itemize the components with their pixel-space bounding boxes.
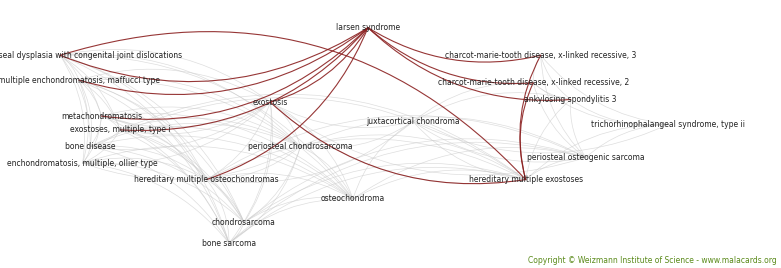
Text: spondyloepiphyseal dysplasia with congenital joint dislocations: spondyloepiphyseal dysplasia with congen… — [0, 51, 182, 60]
Text: Copyright © Weizmann Institute of Science - www.malacards.org: Copyright © Weizmann Institute of Scienc… — [528, 256, 777, 265]
Text: multiple enchondromatosis, maffucci type: multiple enchondromatosis, maffucci type — [0, 76, 160, 85]
Text: trichorhinophalangeal syndrome, type ii: trichorhinophalangeal syndrome, type ii — [591, 120, 745, 129]
Text: ankylosing spondylitis 3: ankylosing spondylitis 3 — [525, 95, 617, 104]
Text: exostoses, multiple, type i: exostoses, multiple, type i — [70, 125, 170, 134]
Text: juxtacortical chondroma: juxtacortical chondroma — [366, 117, 460, 126]
Text: charcot-marie-tooth disease, x-linked recessive, 2: charcot-marie-tooth disease, x-linked re… — [437, 78, 629, 87]
Text: enchondromatosis, multiple, ollier type: enchondromatosis, multiple, ollier type — [7, 158, 158, 168]
Text: periosteal chondrosarcoma: periosteal chondrosarcoma — [248, 142, 353, 151]
Text: hereditary multiple exostoses: hereditary multiple exostoses — [469, 175, 583, 184]
Text: charcot-marie-tooth disease, x-linked recessive, 3: charcot-marie-tooth disease, x-linked re… — [445, 51, 637, 60]
Text: osteochondroma: osteochondroma — [321, 194, 385, 203]
Text: larsen syndrome: larsen syndrome — [336, 23, 400, 32]
Text: periosteal osteogenic sarcoma: periosteal osteogenic sarcoma — [527, 153, 644, 162]
Text: bone sarcoma: bone sarcoma — [202, 239, 256, 248]
Text: hereditary multiple osteochondromas: hereditary multiple osteochondromas — [134, 175, 279, 184]
Text: bone disease: bone disease — [65, 142, 116, 151]
Text: chondrosarcoma: chondrosarcoma — [212, 218, 276, 227]
Text: exostosis: exostosis — [253, 98, 288, 107]
Text: metachondromatosis: metachondromatosis — [61, 111, 142, 121]
